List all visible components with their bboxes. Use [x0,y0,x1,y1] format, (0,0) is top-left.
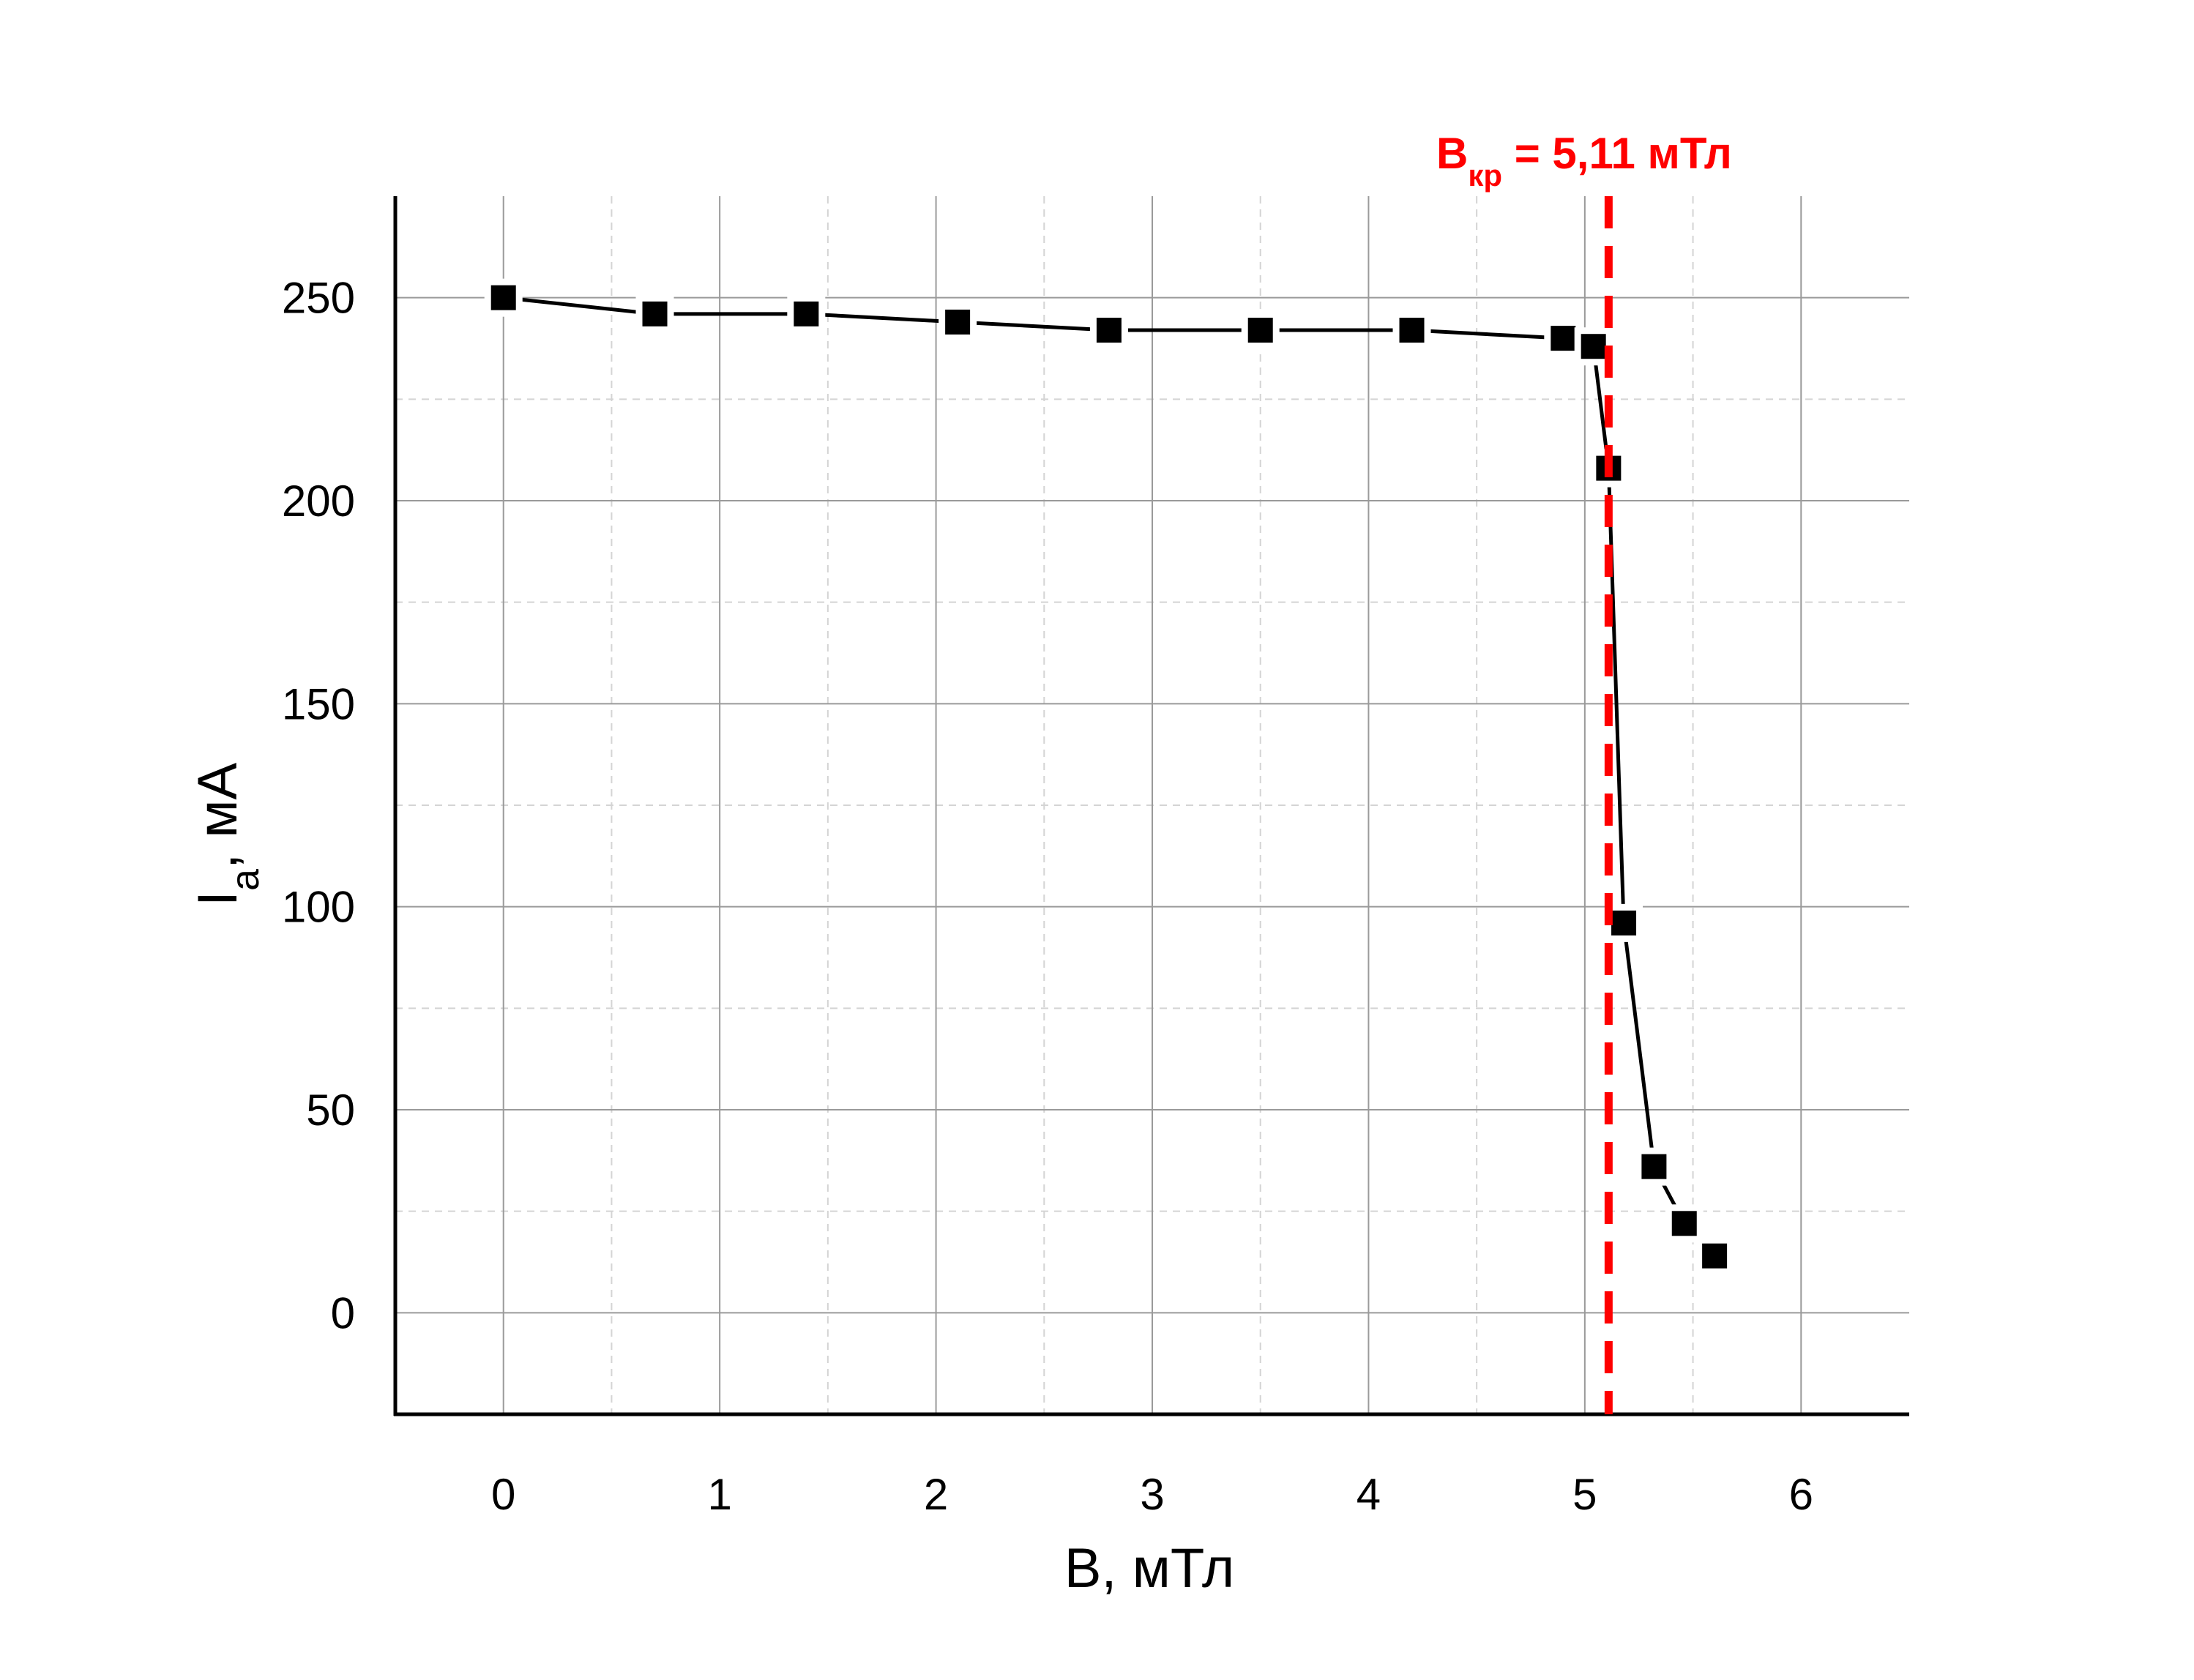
data-point [1671,1211,1697,1236]
x-tick-label: 3 [1140,1470,1164,1519]
axes [393,196,1909,1416]
data-point [1581,334,1606,359]
data-point [1551,326,1576,351]
y-tick-label: 50 [306,1086,355,1135]
x-tick-label: 4 [1357,1470,1381,1519]
y-axis-label-sub: a [223,868,267,891]
y-tick-label: 100 [282,883,355,932]
x-tick-label: 5 [1572,1470,1597,1519]
data-point [1399,318,1425,343]
critical-label-rest: = 5,11 мТл [1502,129,1732,178]
x-tick-label: 2 [924,1470,948,1519]
data-point [1641,1154,1667,1179]
x-tick-label: 0 [491,1470,515,1519]
data-point [794,301,819,326]
data-point [945,309,971,335]
x-tick-label: 6 [1789,1470,1813,1519]
data-point [642,301,668,326]
y-tick-label: 250 [282,274,355,323]
series [484,278,1734,1275]
series-line [503,296,1716,1258]
critical-value-label: Bкр = 5,11 мТл [1436,129,1732,193]
grid [395,196,1909,1414]
x-tick-labels: 0 1 2 3 4 5 6 [491,1470,1813,1519]
x-tick-label: 1 [707,1470,731,1519]
critical-label-main: B [1436,129,1468,178]
y-axis-label: Ia, мА [187,763,267,907]
y-axis-label-main: I [187,891,249,906]
y-tick-label: 150 [282,679,355,728]
data-point [1702,1243,1728,1269]
data-point [1247,318,1273,343]
data-point [1096,318,1122,343]
data-point [1611,910,1637,936]
y-tick-labels: 0 50 100 150 200 250 [282,274,355,1338]
y-tick-label: 0 [331,1288,355,1337]
critical-label-sub: кр [1468,158,1502,193]
y-axis-label-rest: , мА [187,763,249,869]
y-tick-label: 200 [282,477,355,526]
x-axis-label: B, мТл [1064,1537,1235,1599]
data-point [490,285,516,310]
